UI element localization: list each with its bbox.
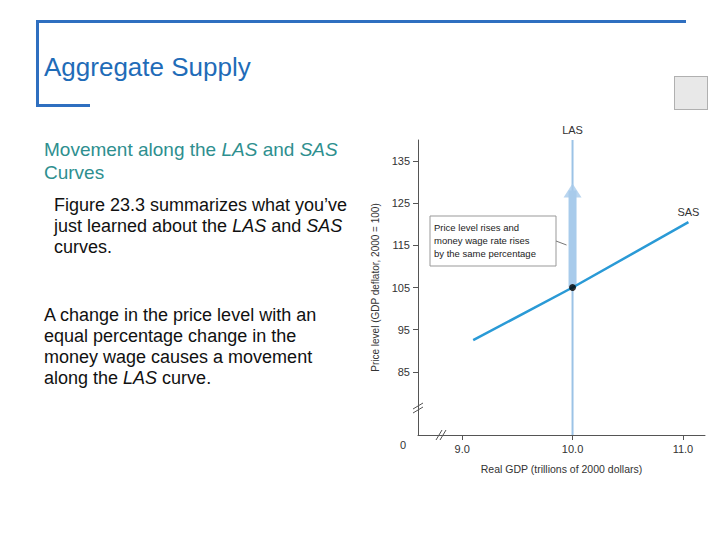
svg-text:LAS: LAS xyxy=(562,124,583,136)
svg-text:Real GDP (trillions of 2000 do: Real GDP (trillions of 2000 dollars) xyxy=(481,463,642,475)
svg-text:Price level (GDP deflator, 200: Price level (GDP deflator, 2000 = 100) xyxy=(370,203,381,372)
svg-text:Price level rises and: Price level rises and xyxy=(434,222,519,233)
html-text:Figure 23.3 summarizes what yo: Figure 23.3 summarizes what you’ve just … xyxy=(54,195,348,236)
svg-text:95: 95 xyxy=(398,324,410,336)
svg-text:11.0: 11.0 xyxy=(673,443,694,455)
svg-text:SAS: SAS xyxy=(677,206,699,218)
svg-text:9.0: 9.0 xyxy=(455,443,470,455)
html-text:A change in the price level wi: A change in the price level with an equa… xyxy=(44,305,317,388)
svg-text:125: 125 xyxy=(392,197,410,209)
html-text:Aggregate Supply: Aggregate Supply xyxy=(44,52,251,82)
html-text:Curves: Curves xyxy=(44,162,105,183)
svg-text:135: 135 xyxy=(392,155,410,167)
svg-text:105: 105 xyxy=(392,282,410,294)
svg-text:10.0: 10.0 xyxy=(562,443,583,455)
html-text:Movement along the LAS and SAS: Movement along the LAS and SAS xyxy=(44,139,338,160)
html-text:curves.: curves. xyxy=(54,237,112,257)
svg-text:0: 0 xyxy=(400,439,406,451)
svg-text:85: 85 xyxy=(398,366,410,378)
svg-text:by the same percentage: by the same percentage xyxy=(434,248,536,259)
svg-text:115: 115 xyxy=(392,239,410,251)
svg-text:money wage rate rises: money wage rate rises xyxy=(434,235,530,246)
